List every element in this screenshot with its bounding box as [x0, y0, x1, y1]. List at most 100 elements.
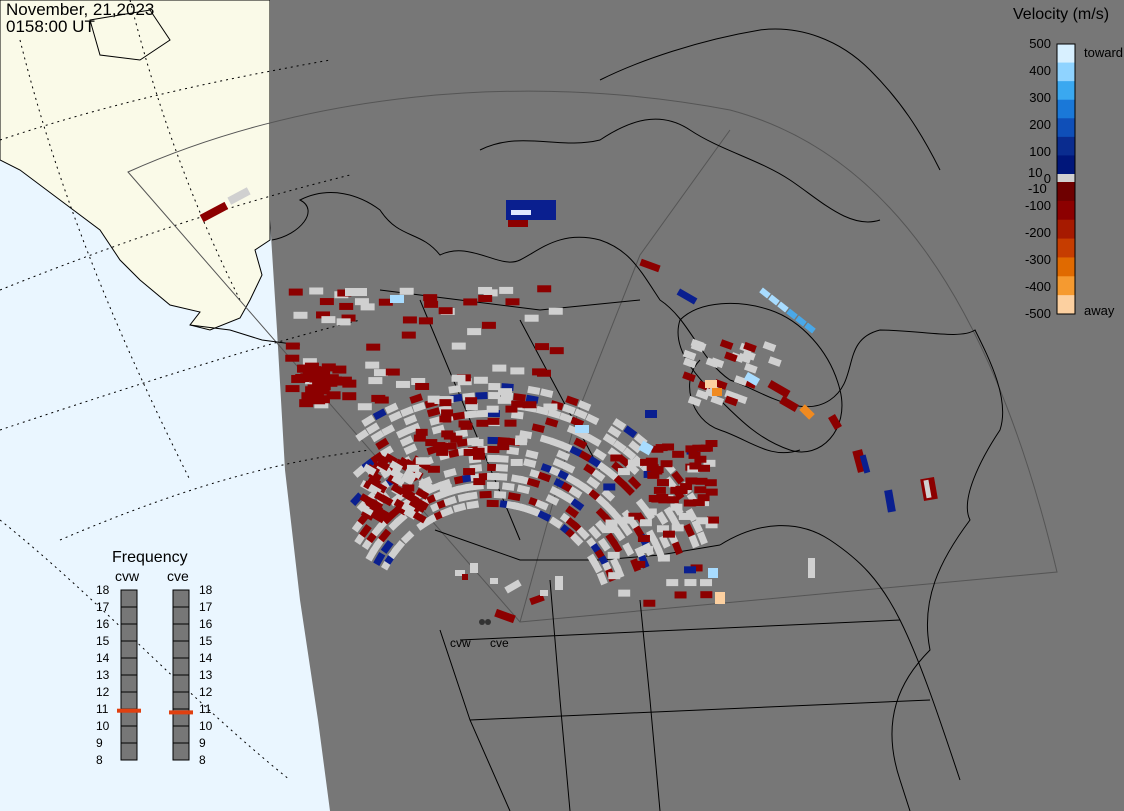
scatter-cell [309, 287, 324, 295]
scatter-cell [323, 378, 338, 387]
scatter-cell [612, 418, 627, 431]
scatter-cell [529, 593, 545, 606]
scatter-cell [590, 559, 603, 574]
scatter-cell [884, 489, 896, 513]
scatter-cell [403, 414, 418, 426]
scatter-cell [698, 444, 711, 452]
scatter-cell [715, 592, 725, 604]
scatter-cell [648, 494, 661, 502]
scatter-cell [360, 503, 375, 516]
colorbar-toward-segment [1057, 99, 1075, 119]
scatter-cell [495, 472, 508, 481]
scatter-cell [342, 379, 357, 388]
scatter-cell [412, 511, 427, 524]
colorbar-toward-segment [1057, 136, 1075, 156]
scatter-cell [427, 395, 440, 403]
scatter-cell [314, 401, 329, 409]
scatter-cell [586, 476, 601, 490]
scatter-cell [605, 519, 618, 527]
scatter-cell [743, 341, 757, 353]
scatter-cell [379, 445, 394, 458]
scatter-cell [375, 437, 390, 450]
scatter-cell [620, 522, 633, 537]
scatter-cell [452, 411, 466, 421]
scatter-cell [418, 317, 433, 325]
scatter-cell [804, 322, 816, 334]
scatter-cell [618, 589, 631, 597]
scatter-cell [513, 393, 526, 402]
scatter-cell [510, 458, 523, 466]
scatter-cell [415, 498, 429, 511]
scatter-cell [719, 339, 734, 350]
scatter-cell [522, 401, 537, 409]
scatter-cell [492, 364, 507, 372]
scatter-cell [465, 397, 478, 405]
scatter-cell [510, 367, 525, 375]
scatter-cell [568, 486, 583, 499]
scatter-cell [373, 369, 388, 377]
freq-tick-left: 8 [96, 753, 103, 767]
scatter-cell [361, 414, 376, 427]
scatter-cell [415, 382, 430, 390]
scatter-cell [415, 428, 428, 436]
scatter-cell [487, 417, 500, 425]
scatter-cell [601, 488, 616, 502]
scatter-cell [657, 554, 670, 562]
scatter-cell [575, 425, 589, 433]
scatter-cell [687, 395, 702, 407]
scatter-cell [505, 405, 518, 413]
scatter-cell [495, 463, 509, 472]
scatter-cell [547, 408, 562, 419]
scatter-cell [285, 385, 300, 393]
scatter-cell [413, 434, 426, 442]
scatter-cell [488, 391, 501, 400]
scatter-cell [675, 485, 688, 493]
scatter-cell [688, 534, 700, 549]
scatter-cell [299, 399, 314, 408]
scatter-cell [444, 442, 457, 450]
scatter-cell [465, 403, 478, 411]
scatter-cell [311, 396, 326, 405]
scatter-cell [559, 441, 574, 453]
scatter-cell [475, 391, 488, 400]
scatter-cell [460, 422, 473, 430]
scatter-cell [511, 210, 531, 215]
scatter-cell [598, 537, 611, 552]
scatter-cell [685, 445, 698, 453]
scatter-cell [704, 479, 717, 487]
scatter-cell [471, 439, 484, 447]
scatter-cell [559, 412, 573, 424]
scatter-cell [493, 490, 507, 499]
freq-tick-right: 13 [199, 668, 213, 682]
scatter-cell [639, 258, 661, 273]
scatter-cell [692, 499, 705, 507]
scatter-cell [537, 471, 552, 483]
scatter-cell [415, 487, 430, 500]
velocity-tick-label: -100 [1024, 198, 1051, 213]
colorbar-toward-segment [1057, 118, 1075, 138]
scatter-cell [573, 437, 588, 450]
scatter-cell [508, 220, 528, 227]
scatter-cell [705, 440, 718, 448]
freq-tick-left: 14 [96, 651, 110, 665]
scatter-cell [288, 288, 303, 296]
scatter-cell [483, 289, 498, 297]
scatter-cell [617, 468, 630, 476]
scatter-cell [455, 570, 465, 576]
scatter-cell [653, 486, 666, 494]
scatter-cell [448, 384, 462, 394]
scatter-cell [733, 393, 748, 405]
scatter-cell [588, 455, 602, 469]
scatter-cell [724, 395, 739, 407]
scatter-cell [481, 321, 496, 329]
velocity-colorbar [1056, 43, 1076, 315]
scatter-cell [390, 483, 405, 496]
scatter-cell [501, 482, 515, 491]
scatter-cell [488, 382, 501, 391]
scatter-cell [316, 311, 331, 319]
scatter-cell [486, 499, 499, 508]
scatter-cell [490, 578, 498, 584]
scatter-cell [395, 380, 410, 388]
site-label-cvw: cvw [450, 636, 471, 650]
scatter-cell [450, 435, 463, 443]
